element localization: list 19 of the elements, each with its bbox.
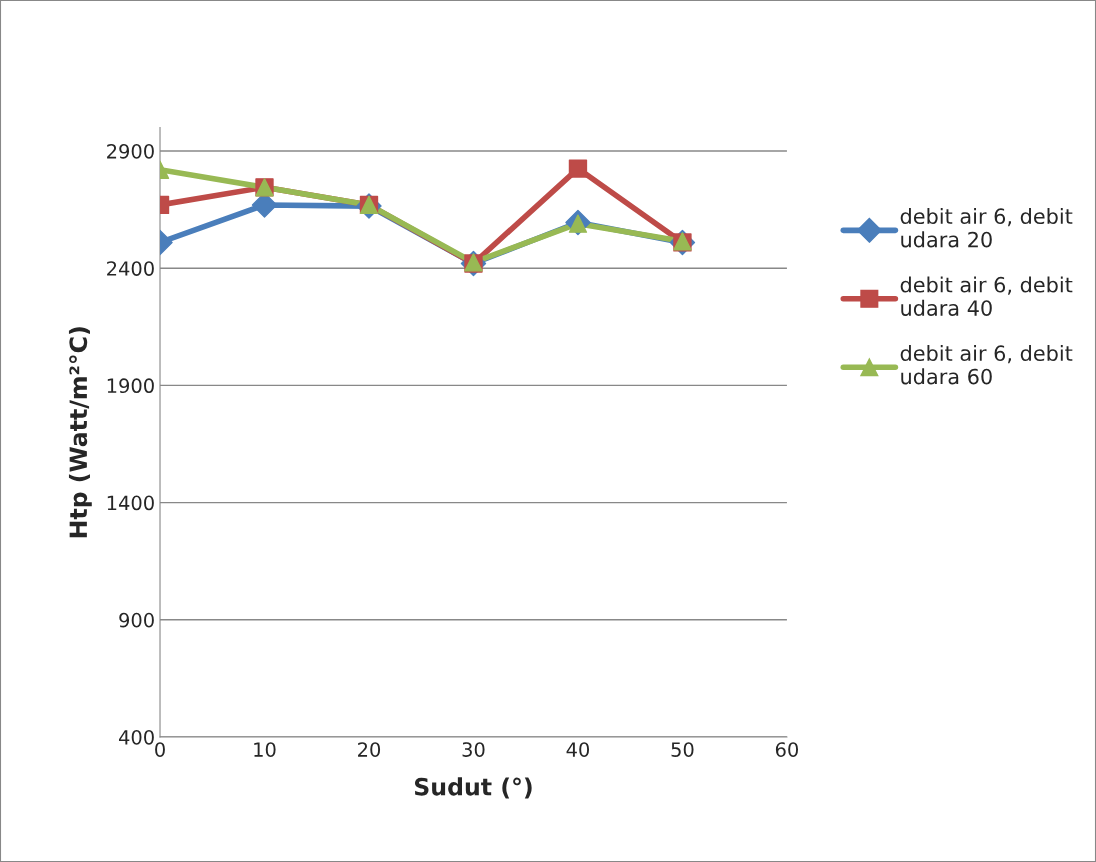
x-tick-label: 60 — [775, 742, 799, 757]
y-tick-label: 2900 — [107, 143, 154, 159]
x-tick-label: 50 — [671, 742, 694, 757]
x-tick-label: 0 — [155, 742, 165, 757]
y-tick-label: 900 — [119, 612, 154, 628]
legend-label: debit air 6, debit udara 60 — [900, 344, 1073, 385]
y-tick-label: 1400 — [107, 495, 154, 511]
x-tick-label: 20 — [358, 742, 381, 757]
x-axis-title: Sudut (°) — [414, 777, 532, 799]
legend-label: debit air 6, debit udara 20 — [900, 207, 1073, 248]
y-tick-label: 400 — [118, 729, 154, 745]
y-tick-label: 1900 — [107, 378, 154, 394]
point — [568, 159, 588, 178]
legend-label: debit air 6, debit udara 40 — [900, 276, 1073, 316]
x-tick-label: 10 — [254, 742, 276, 757]
y-tick-label: 2400 — [107, 261, 154, 276]
x-tick-label: 30 — [462, 742, 485, 757]
y-axis-title: Htp (Watt/m²°C) — [68, 327, 92, 538]
x-tick-label: 40 — [566, 742, 590, 757]
